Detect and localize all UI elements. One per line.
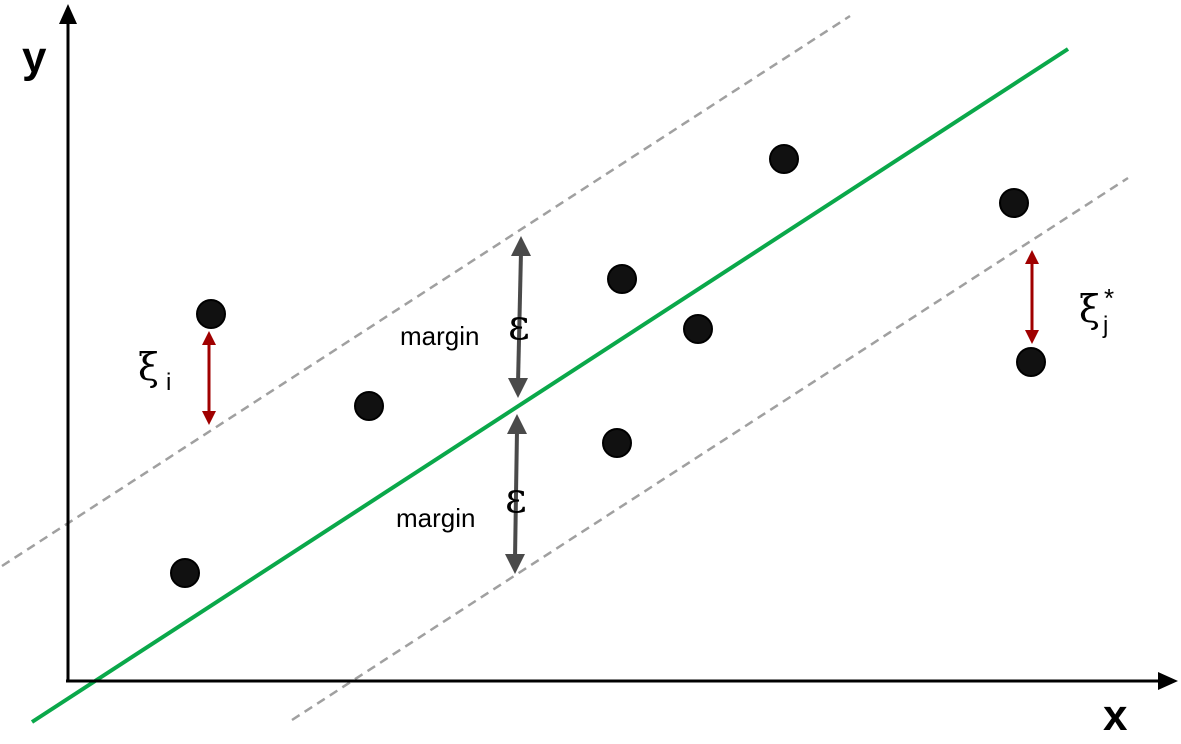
lower-margin-line: [291, 176, 1129, 722]
regression-line: [30, 47, 1070, 724]
upper-margin-arrow: [508, 236, 531, 398]
slack-i-subscript: i: [166, 369, 171, 396]
y-axis-arrowhead: [59, 4, 77, 24]
slack-j-subscript: j: [1102, 312, 1108, 339]
data-point: [1016, 347, 1046, 377]
data-point: [170, 558, 200, 588]
y-axis-label: y: [22, 33, 47, 82]
upper-epsilon-symbol: ε: [508, 300, 530, 349]
lower-margin-arrow: [505, 414, 527, 574]
data-point: [999, 188, 1029, 218]
slack-j-arrow: [1025, 250, 1039, 344]
slack-j-superscript: *: [1104, 283, 1114, 313]
data-point: [607, 264, 637, 294]
data-point: [602, 428, 632, 458]
slack-j-symbol: ξ: [1079, 287, 1100, 331]
lower-epsilon-symbol: ε: [505, 473, 527, 522]
slack-i-arrow: [202, 331, 216, 425]
data-point: [683, 314, 713, 344]
lower-margin-label: margin: [396, 503, 475, 533]
slack-i-symbol: ξ: [138, 345, 159, 389]
x-axis-label: x: [1103, 691, 1128, 740]
data-point: [769, 144, 799, 174]
data-points: [170, 144, 1046, 588]
data-point: [354, 391, 384, 421]
x-axis-arrowhead: [1158, 672, 1178, 690]
upper-margin-label: margin: [400, 321, 479, 351]
data-point: [196, 299, 226, 329]
upper-margin-line: [1, 14, 851, 568]
